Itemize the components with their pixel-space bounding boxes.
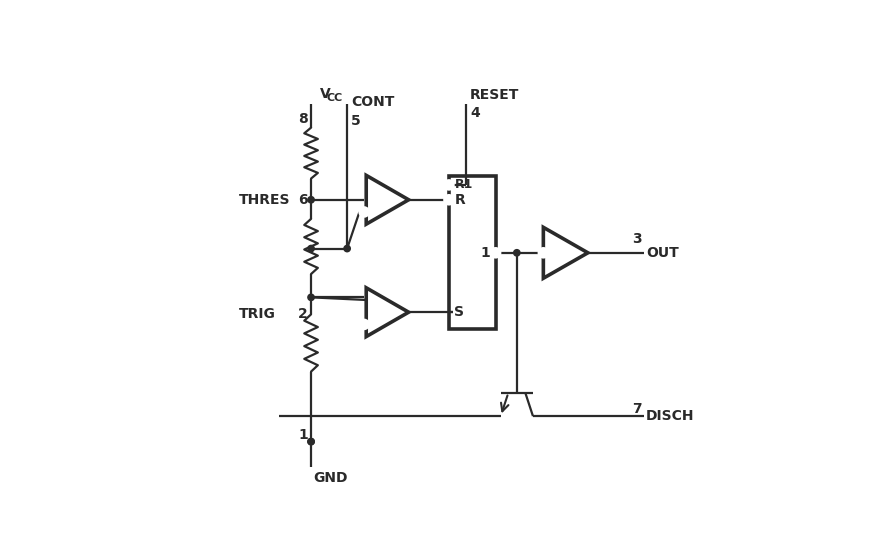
Bar (449, 176, 496, 329)
Text: THRES: THRES (239, 193, 291, 207)
Circle shape (359, 207, 369, 217)
Text: S: S (455, 305, 464, 319)
Text: 6: 6 (299, 193, 308, 207)
Text: 2: 2 (299, 307, 308, 321)
Text: 5: 5 (351, 114, 361, 128)
Text: GND: GND (314, 471, 348, 485)
Text: CC: CC (327, 93, 343, 103)
Circle shape (307, 294, 314, 300)
Text: 4: 4 (470, 106, 480, 121)
Circle shape (513, 250, 520, 256)
Text: R: R (455, 193, 465, 207)
Text: 1: 1 (299, 428, 308, 442)
Circle shape (444, 195, 454, 204)
Text: R1: R1 (455, 179, 473, 191)
Text: DISCH: DISCH (646, 409, 695, 423)
Circle shape (307, 197, 314, 203)
Circle shape (491, 248, 500, 257)
Text: 8: 8 (299, 112, 308, 126)
Circle shape (359, 320, 369, 329)
Circle shape (307, 439, 314, 445)
Circle shape (444, 180, 454, 190)
Circle shape (539, 248, 548, 257)
Text: RESET: RESET (470, 88, 519, 102)
Circle shape (307, 439, 314, 445)
Text: V: V (320, 87, 330, 101)
Text: 1: 1 (480, 246, 490, 260)
Text: 7: 7 (632, 402, 642, 415)
Text: OUT: OUT (646, 246, 679, 260)
Text: 3: 3 (632, 233, 642, 246)
Circle shape (344, 245, 350, 252)
Circle shape (307, 245, 314, 252)
Text: CONT: CONT (351, 95, 395, 109)
Text: TRIG: TRIG (239, 307, 276, 321)
